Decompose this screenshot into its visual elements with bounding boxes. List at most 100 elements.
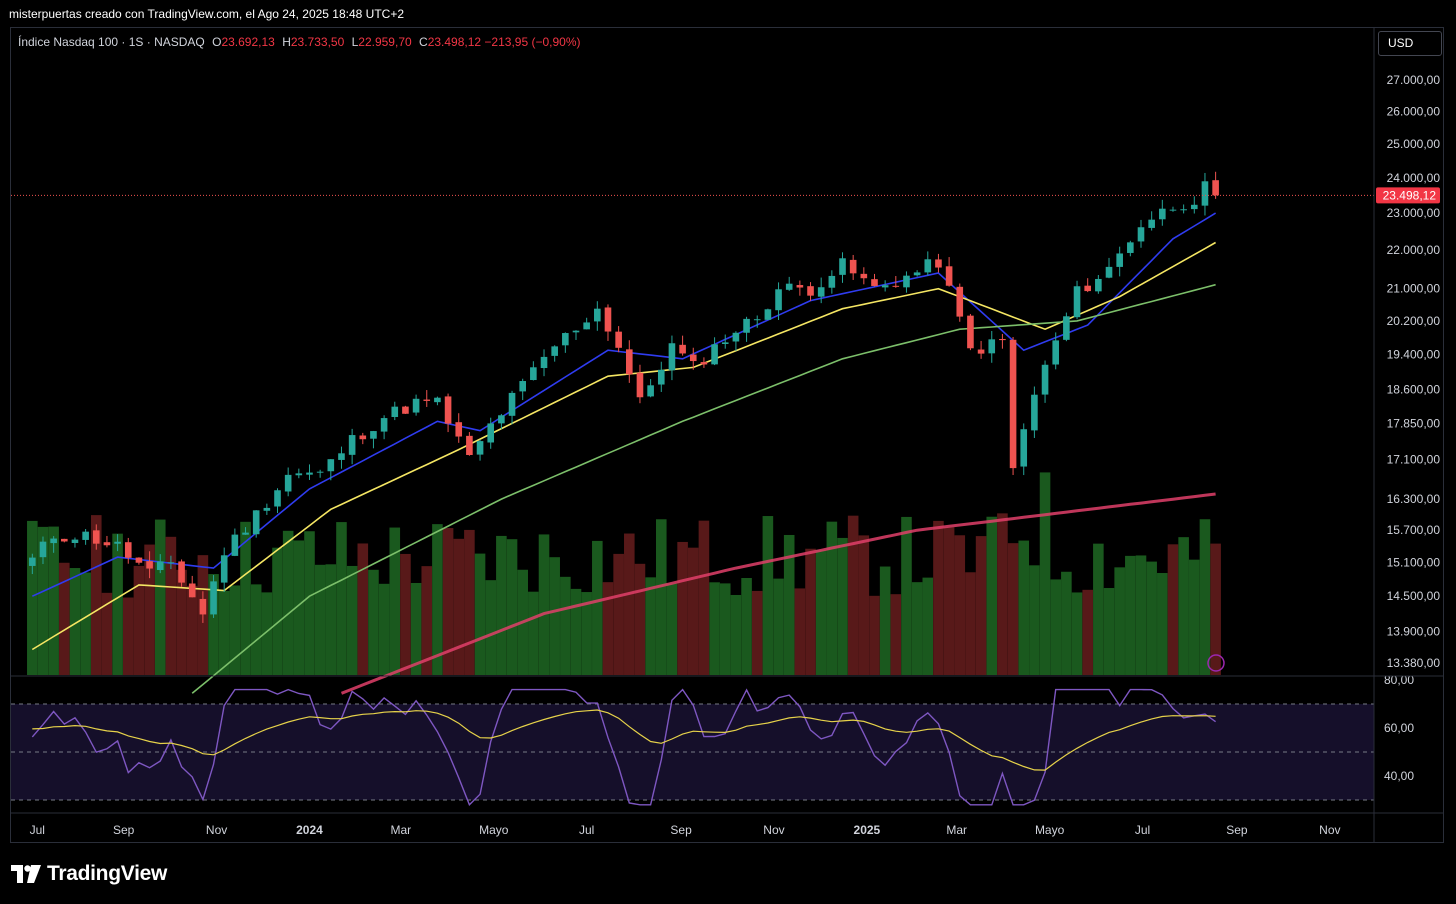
price-tick-label: 20.200,00 [1387, 314, 1441, 328]
volume-bar [304, 531, 315, 675]
rsi-tick-label: 60,00 [1384, 721, 1414, 735]
volume-bar [1050, 579, 1062, 675]
volume-bar [69, 568, 81, 675]
candle-body [370, 431, 377, 439]
volume-bar [933, 520, 944, 675]
candle-body [466, 435, 473, 455]
volume-bar [1189, 559, 1200, 675]
volume-bar [272, 547, 283, 675]
time-tick-label: Sep [1226, 823, 1248, 837]
candle-body [1180, 209, 1187, 211]
candle-body [913, 272, 921, 276]
candle-body [1095, 278, 1102, 292]
volume-bar [154, 519, 166, 675]
volume-bar [336, 522, 347, 675]
volume-bar [474, 553, 486, 675]
candle-body [124, 542, 132, 558]
candle-body [732, 332, 740, 342]
candle-body [220, 555, 228, 583]
volume-bar [1071, 592, 1083, 675]
candle-body [657, 369, 665, 385]
symbol-title: Índice Nasdaq 100 · 1S · NASDAQ [18, 35, 205, 49]
volume-bar [421, 566, 433, 675]
time-tick-label: Jul [30, 823, 45, 837]
candle-body [1201, 181, 1209, 206]
volume-bar [506, 539, 518, 675]
candle-body [572, 330, 580, 333]
volume-bar [624, 533, 635, 675]
volume-bar [538, 534, 550, 675]
price-tick-label: 27.000,00 [1387, 73, 1441, 87]
volume-bar [719, 583, 731, 675]
candle-body [945, 266, 953, 286]
candle-body [956, 286, 964, 317]
candle-body [402, 406, 409, 414]
candle-body [903, 275, 910, 288]
volume-bar [1199, 519, 1211, 675]
candle-body [1041, 364, 1049, 395]
volume-bar [1061, 571, 1072, 675]
volume-bar [112, 533, 123, 675]
candle-body [1073, 286, 1081, 318]
candle-body [316, 471, 324, 473]
volume-bar [730, 594, 742, 675]
tradingview-logo[interactable]: TradingView [11, 862, 167, 886]
candle-body [753, 319, 761, 321]
candle-body [689, 354, 697, 362]
volume-bar [794, 588, 806, 675]
candle-body [199, 598, 207, 615]
volume-bar [666, 583, 678, 675]
volume-bar [314, 564, 326, 675]
candle-body [71, 539, 79, 543]
candle-body [721, 342, 729, 345]
candle-body [60, 538, 68, 542]
rsi-tick-label: 40,00 [1384, 769, 1414, 783]
time-tick-label: Jul [579, 823, 594, 837]
volume-bar [698, 520, 710, 675]
high-value: 23.733,50 [290, 35, 345, 49]
candle-body [380, 418, 388, 432]
last-price-label: 23.498,12 [1383, 188, 1437, 202]
volume-bar [90, 515, 102, 675]
volume-bar [1125, 555, 1136, 675]
volume-bar [549, 557, 560, 675]
candle-body [551, 346, 558, 356]
candle-body [1105, 266, 1113, 278]
price-tick-label: 21.000,00 [1387, 282, 1441, 296]
currency-button[interactable]: USD [1378, 31, 1442, 56]
last-price-label-bg [1376, 187, 1440, 204]
candle-body [636, 372, 644, 398]
volume-bar [1167, 544, 1179, 675]
candle-body [583, 322, 590, 330]
candle-body [807, 286, 814, 296]
candle-body [679, 344, 686, 354]
candle-body [114, 541, 121, 544]
candle-body [327, 459, 335, 472]
volume-bar [645, 577, 656, 675]
time-tick-label: Nov [206, 823, 227, 837]
volume-bar [997, 513, 1008, 675]
volume-bar [815, 550, 827, 675]
volume-bar [261, 592, 273, 675]
candle-body [284, 474, 292, 492]
candle-body [498, 415, 505, 424]
volume-bar [27, 520, 38, 675]
volume-bar [965, 572, 976, 675]
price-tick-label: 14.500,00 [1387, 589, 1441, 603]
candle-body [348, 435, 356, 455]
volume-bar [357, 543, 369, 675]
volume-bar [879, 566, 891, 675]
candle-body [999, 338, 1006, 341]
candle-body [540, 356, 548, 369]
candle-body [306, 472, 313, 475]
moving-average-ma_long [340, 492, 1216, 695]
volume-bar [570, 588, 582, 675]
candle-body [1063, 316, 1070, 340]
candle-body [1116, 253, 1123, 267]
price-tick-label: 18.600,00 [1387, 382, 1441, 396]
volume-bar [37, 526, 49, 675]
candle-body [519, 381, 527, 392]
volume-bar [677, 541, 688, 675]
candle-body [82, 531, 89, 540]
